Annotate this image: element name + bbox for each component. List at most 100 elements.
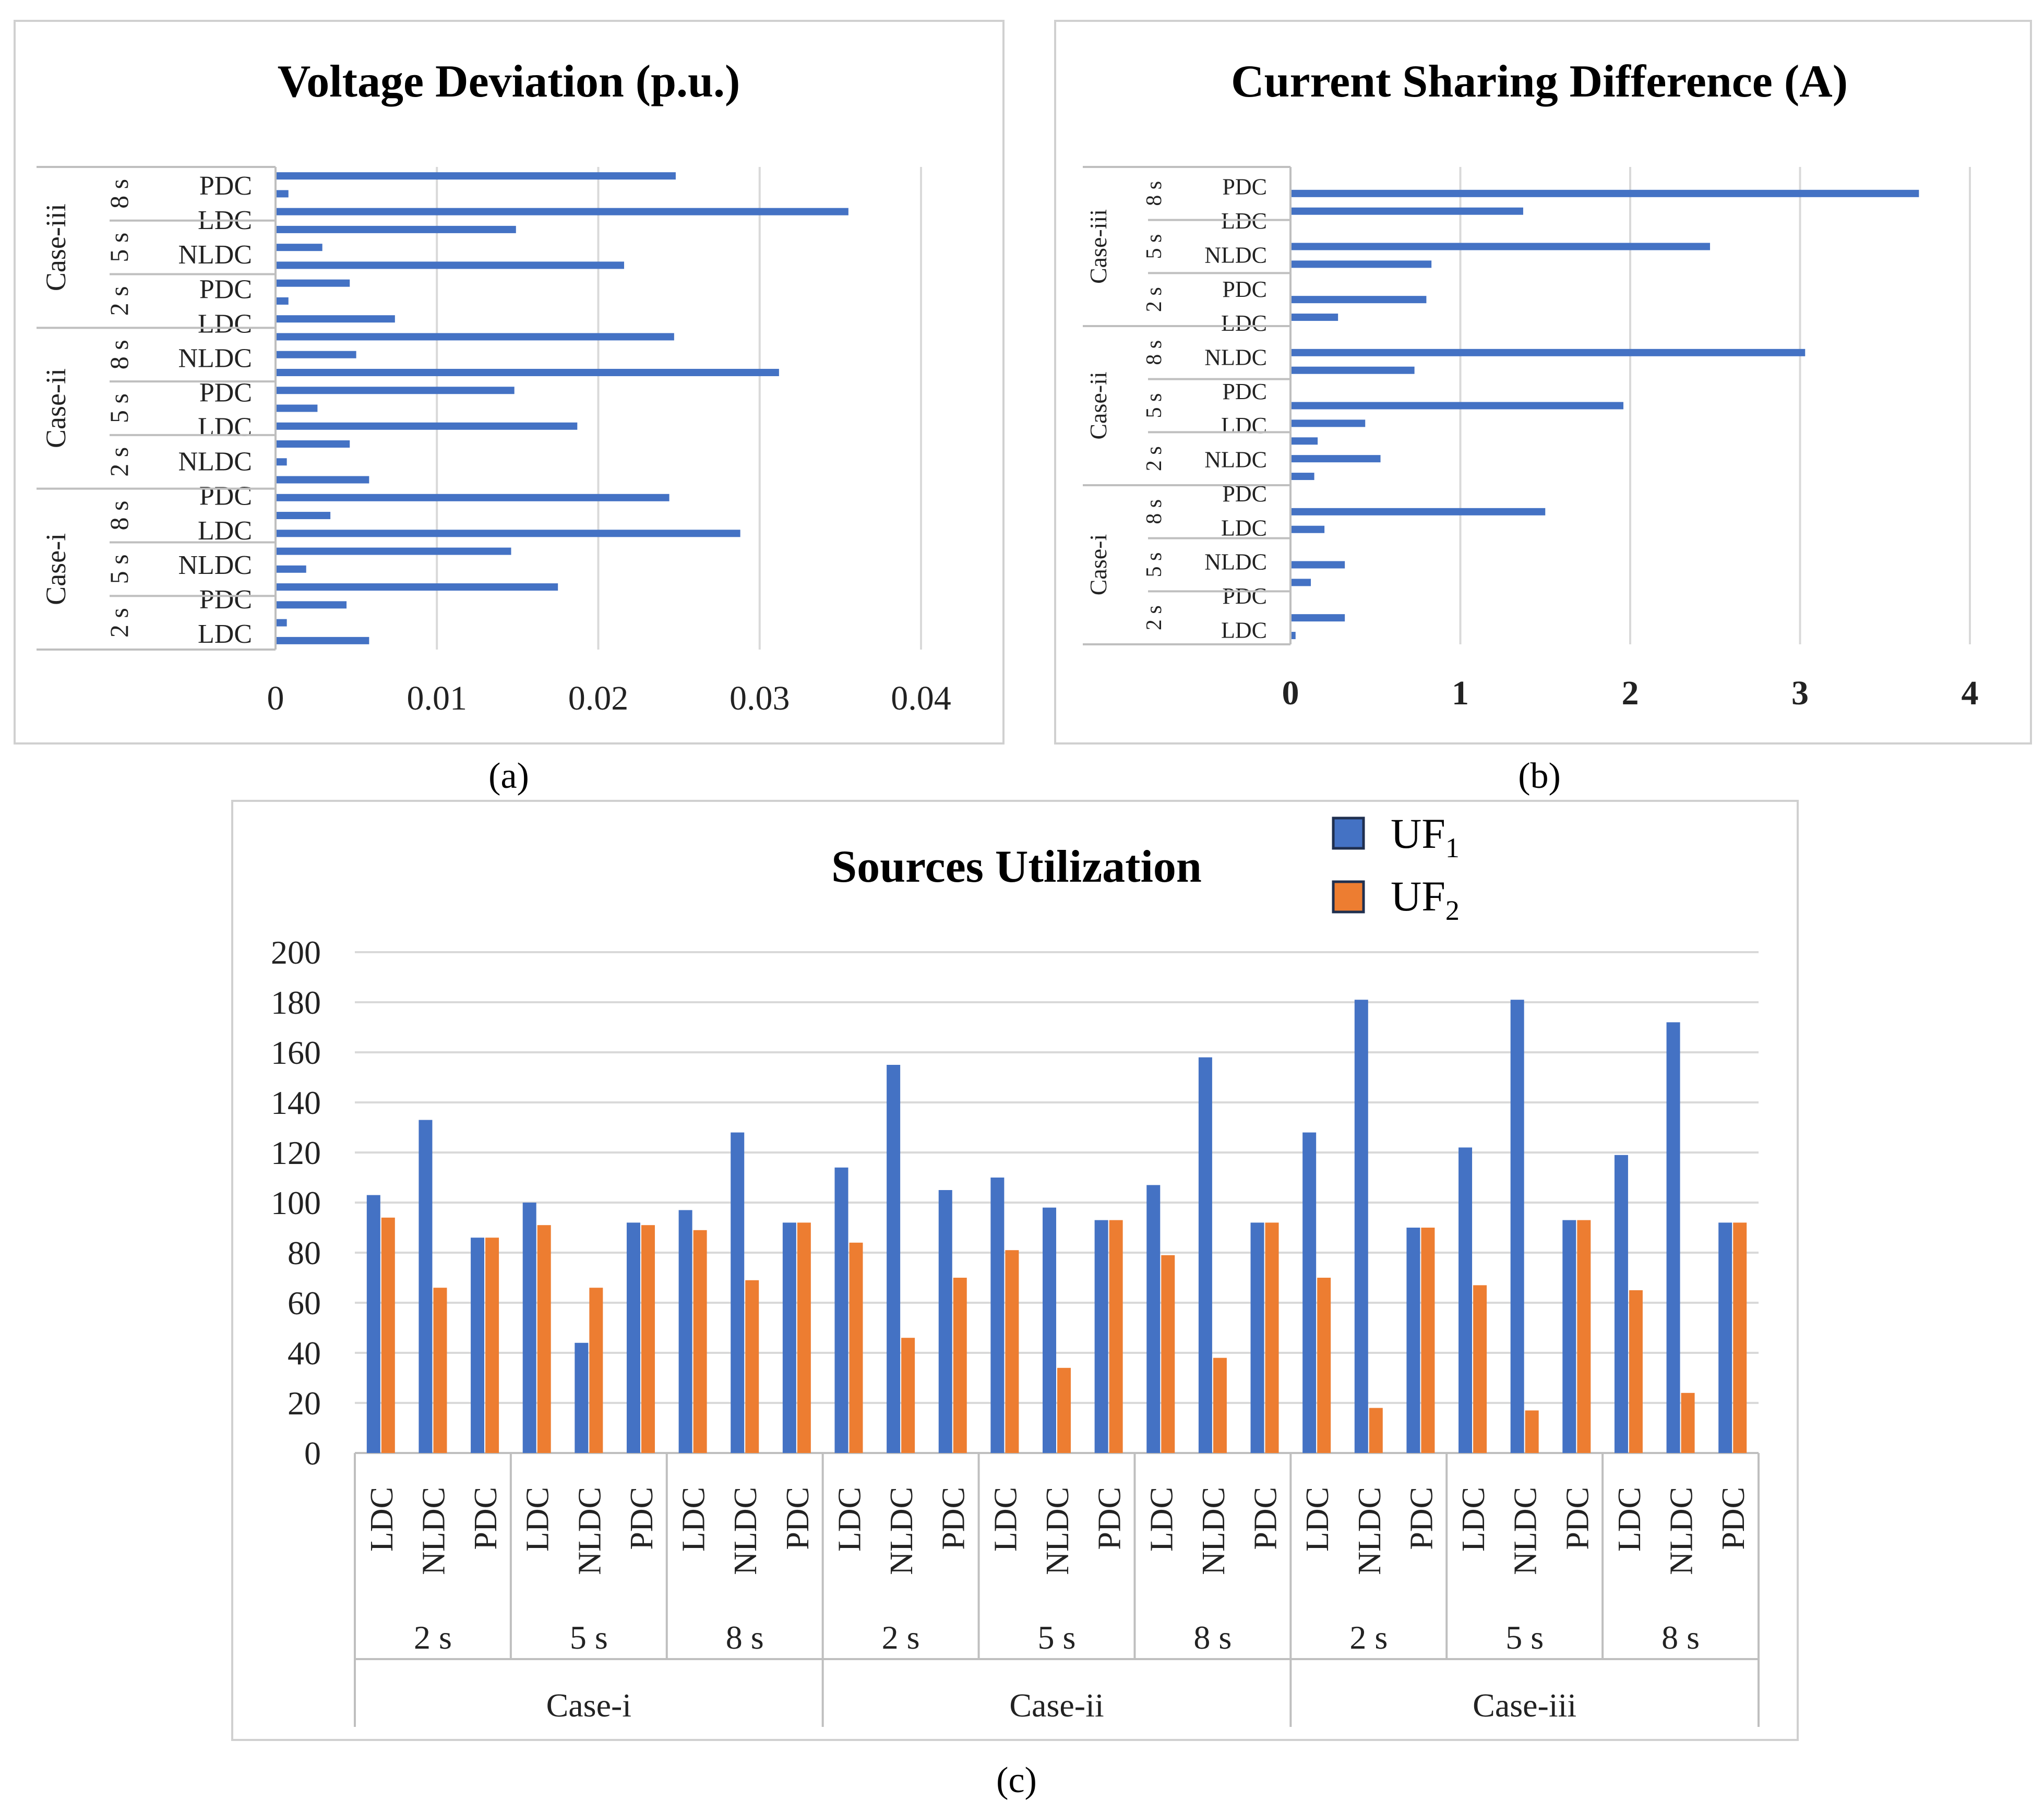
bar-uf1 [834, 1167, 848, 1453]
y-tick-label: 60 [288, 1284, 321, 1322]
chart-c-legend: UF1 UF2 [1332, 810, 1460, 926]
subgroup-label: 8 s [104, 340, 134, 369]
bar [276, 297, 289, 305]
bar-uf2 [849, 1242, 863, 1453]
bar-uf1 [575, 1342, 589, 1453]
bar [276, 494, 670, 501]
bar-uf1 [1094, 1220, 1108, 1453]
bar [1290, 243, 1710, 250]
x-tick-label: 0 [267, 679, 284, 717]
category-label: NLDC [1204, 549, 1267, 575]
bar-uf2 [1629, 1290, 1643, 1453]
subgroup-label: 2 s [104, 286, 134, 316]
bar [276, 315, 395, 323]
subgroup-label: 2 s [1142, 446, 1166, 471]
bar-uf2 [641, 1225, 655, 1453]
subgroup-label: 8 s [1142, 499, 1166, 524]
group-label: Case-iii [1085, 209, 1111, 284]
subgroup-label: 5 s [104, 554, 134, 584]
category-label: PDC [199, 171, 252, 201]
bar-uf1 [990, 1178, 1005, 1453]
bar [276, 637, 369, 644]
category-label: PDC [1248, 1487, 1284, 1550]
panel-b-frame [1054, 20, 2032, 745]
category-label: NLDC [1196, 1487, 1232, 1575]
bar [1290, 260, 1432, 268]
chart-a: 0 0.01 0.02 0.03 0.04 LDC PDC NLDC LDC PDC NLDC LDC… [37, 166, 951, 717]
subgroup-label: 8 s [1193, 1619, 1232, 1656]
category-label: PDC [780, 1487, 816, 1550]
category-label: LDC [1456, 1487, 1491, 1552]
category-label: PDC [199, 585, 252, 615]
panel-c-label: (c) [996, 1760, 1037, 1800]
category-label: LDC [364, 1487, 400, 1552]
bar [1290, 455, 1381, 463]
subgroup-label: 2 s [104, 447, 134, 477]
bar [276, 333, 674, 341]
bar [1290, 473, 1314, 481]
legend-label-uf2: UF2 [1391, 872, 1460, 926]
bar-uf2 [433, 1288, 447, 1453]
legend-label-uf1: UF1 [1391, 810, 1460, 863]
bar [1290, 632, 1296, 640]
panel-a-label: (a) [488, 756, 529, 796]
bar-uf2 [1421, 1228, 1435, 1453]
x-tick-label: 0 [1282, 674, 1299, 712]
y-tick-label: 80 [288, 1234, 321, 1271]
subgroup-label: 2 s [1142, 287, 1166, 312]
x-tick-label: 2 [1622, 674, 1639, 712]
category-label: PDC [199, 274, 252, 304]
subgroup-label: 2 s [882, 1619, 920, 1656]
category-label: NLDC [1352, 1487, 1388, 1575]
bar-uf2 [1005, 1250, 1019, 1453]
category-label: PDC [624, 1487, 660, 1550]
legend-swatch-uf2 [1332, 880, 1365, 914]
category-label: NLDC [178, 240, 252, 270]
x-tick-label: 0.01 [407, 679, 468, 717]
bar-uf1 [1406, 1228, 1420, 1453]
panel-b-label: (b) [1518, 756, 1561, 796]
bar-uf2 [1057, 1367, 1071, 1453]
group-label: Case-iii [1473, 1687, 1576, 1724]
bar [276, 547, 511, 555]
bar-uf1 [1043, 1207, 1056, 1453]
bar-uf1 [1250, 1222, 1264, 1453]
category-label: PDC [1222, 277, 1267, 302]
bar-uf1 [626, 1222, 640, 1453]
category-label: PDC [199, 482, 252, 511]
category-label: LDC [198, 516, 252, 546]
bar-uf1 [782, 1222, 796, 1453]
category-label: LDC [988, 1487, 1023, 1552]
bar [276, 583, 558, 591]
bar-uf1 [419, 1120, 433, 1453]
category-label: NLDC [1204, 242, 1267, 268]
y-tick-label: 200 [271, 934, 321, 971]
bar [276, 351, 356, 358]
subgroup-label: 2 s [1142, 605, 1166, 630]
bar-uf2 [1369, 1408, 1383, 1453]
bar [276, 261, 624, 269]
bar-uf2 [901, 1338, 915, 1453]
bar [1290, 402, 1623, 410]
legend-swatch-uf1 [1332, 817, 1365, 850]
subgroup-label: 8 s [1142, 340, 1166, 365]
category-label: NLDC [1040, 1487, 1075, 1575]
category-label: PDC [1404, 1487, 1439, 1550]
bar [276, 368, 779, 376]
category-label: LDC [520, 1487, 556, 1552]
category-label: NLDC [572, 1487, 607, 1575]
category-label: PDC [1560, 1487, 1595, 1550]
category-label: LDC [198, 619, 252, 649]
bar-uf1 [366, 1195, 380, 1453]
bar-uf2 [745, 1280, 759, 1453]
category-label: PDC [1222, 379, 1267, 404]
bar-uf2 [1161, 1255, 1175, 1453]
bar [1290, 419, 1366, 427]
category-label: NLDC [178, 550, 252, 580]
bar-uf1 [731, 1132, 745, 1453]
bar-uf2 [693, 1230, 707, 1453]
bar-uf1 [678, 1210, 692, 1453]
bar-uf2 [381, 1217, 395, 1453]
x-tick-label: 4 [1962, 674, 1979, 712]
bar [276, 440, 350, 448]
